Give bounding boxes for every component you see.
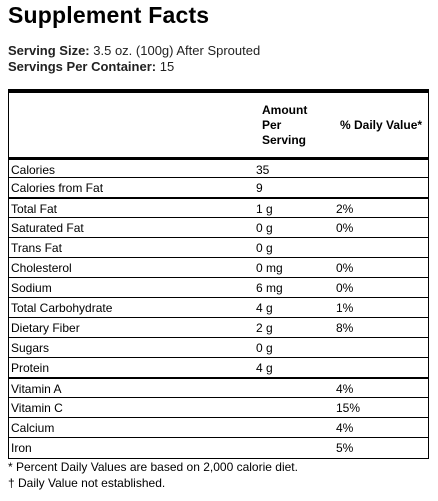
value: 3.5 oz. (100g) After Sprouted	[93, 43, 261, 58]
nutrient-name: Protein	[11, 361, 50, 375]
daily-value: 5%	[336, 441, 354, 455]
daily-value: 0%	[336, 221, 354, 235]
column-header: % Daily Value*	[340, 118, 423, 132]
nutrient-name: Calories from Fat	[11, 181, 104, 195]
nutrient-name: Sugars	[11, 341, 50, 355]
table-row: Calcium 4%	[9, 417, 428, 437]
nutrient-name: Trans Fat	[11, 241, 62, 255]
nutrient-name: Vitamin A	[11, 382, 62, 396]
amount: 0 g	[256, 241, 273, 255]
daily-value: 4%	[336, 421, 354, 435]
nutrient-name: Calories	[11, 163, 56, 177]
amount: 1 g	[256, 202, 273, 216]
amount: 0 g	[256, 221, 273, 235]
footnote: * Percent Daily Values are based on 2,00…	[8, 460, 298, 474]
daily-value: 2%	[336, 202, 354, 216]
nutrient-name: Dietary Fiber	[11, 321, 80, 335]
table-row: Cholesterol 0 mg 0%	[9, 257, 428, 277]
title: Supplement Facts	[8, 2, 210, 28]
label: Serving Size:	[8, 43, 90, 58]
daily-value: 1%	[336, 301, 354, 315]
table-row: Sugars 0 g	[9, 337, 428, 357]
table-row: Vitamin C 15%	[9, 397, 428, 417]
footnote: † Daily Value not established.	[8, 476, 166, 490]
table-row: Protein 4 g	[9, 357, 428, 377]
table-row: Calories from Fat 9	[9, 177, 428, 197]
amount: 4 g	[256, 301, 273, 315]
label: Servings Per Container:	[8, 59, 157, 74]
table-row: Vitamin A 4%	[9, 377, 428, 397]
nutrient-name: Iron	[11, 441, 32, 455]
table-row: Total Fat 1 g 2%	[9, 197, 428, 217]
table-row: Dietary Fiber 2 g 8%	[9, 317, 428, 337]
amount: 0 g	[256, 341, 273, 355]
table-row: Sodium 6 mg 0%	[9, 277, 428, 297]
amount: 4 g	[256, 361, 273, 375]
servings: Servings Per Container: 15	[8, 59, 174, 74]
amount: 35	[256, 163, 270, 177]
facts-table: Amount Per Serving % Daily Value* Calori…	[8, 89, 429, 459]
daily-value: 15%	[336, 401, 361, 415]
serving-size: Serving Size: 3.5 oz. (100g) After Sprou…	[8, 43, 260, 58]
table-row: Iron 5%	[9, 437, 428, 457]
amount: 9	[256, 181, 263, 195]
table-row: Trans Fat 0 g	[9, 237, 428, 257]
table-row: Total Carbohydrate 4 g 1%	[9, 297, 428, 317]
nutrient-name: Cholesterol	[11, 261, 72, 275]
amount: 0 mg	[256, 261, 283, 275]
table-row: Calories 35	[9, 157, 428, 177]
nutrient-name: Saturated Fat	[11, 221, 84, 235]
daily-value: 8%	[336, 321, 354, 335]
daily-value: 0%	[336, 281, 354, 295]
amount: 6 mg	[256, 281, 283, 295]
daily-value: 4%	[336, 382, 354, 396]
amount: 2 g	[256, 321, 273, 335]
nutrient-name: Calcium	[11, 421, 55, 435]
nutrient-name: Total Carbohydrate	[11, 301, 113, 315]
nutrient-name: Vitamin C	[11, 401, 63, 415]
value: 15	[159, 59, 175, 74]
nutrient-name: Total Fat	[11, 202, 58, 216]
table-row: Saturated Fat 0 g 0%	[9, 217, 428, 237]
daily-value: 0%	[336, 261, 354, 275]
column-header: Amount Per Serving	[262, 103, 308, 147]
nutrient-name: Sodium	[11, 281, 52, 295]
